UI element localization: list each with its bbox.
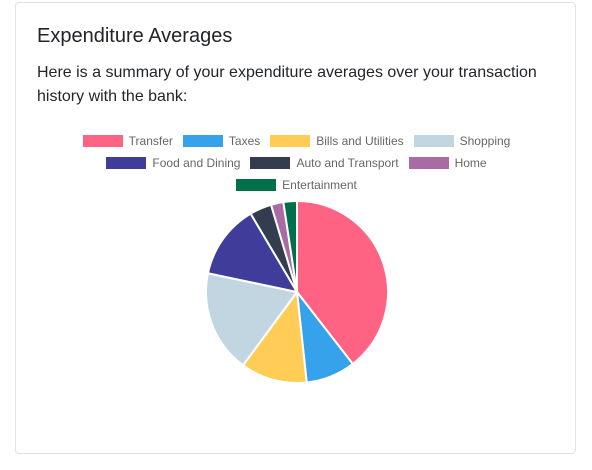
legend-swatch xyxy=(270,135,311,147)
legend-swatch xyxy=(106,157,147,169)
legend-item-home[interactable]: Home xyxy=(408,156,487,170)
legend-swatch xyxy=(182,135,223,147)
legend-item-taxes[interactable]: Taxes xyxy=(182,134,261,148)
legend-label: Auto and Transport xyxy=(296,156,399,170)
legend-label: Entertainment xyxy=(282,178,357,192)
pie-slice-transfer[interactable] xyxy=(296,199,389,366)
chart-legend: Transfer Taxes Bills and Utilities Shopp… xyxy=(16,130,577,196)
legend-row: Transfer Taxes Bills and Utilities Shopp… xyxy=(16,130,577,152)
legend-label: Bills and Utilities xyxy=(316,134,404,148)
legend-label: Home xyxy=(454,156,487,170)
legend-swatch xyxy=(408,157,449,169)
legend-label: Transfer xyxy=(128,134,173,148)
legend-swatch xyxy=(82,135,123,147)
legend-item-shopping[interactable]: Shopping xyxy=(413,134,511,148)
pie-slice-entertainment[interactable] xyxy=(282,199,298,293)
card-title: Expenditure Averages xyxy=(37,25,233,47)
legend-row: Food and Dining Auto and Transport Home xyxy=(16,152,577,174)
pie-slice-shopping[interactable] xyxy=(205,272,299,367)
legend-row: Entertainment xyxy=(16,174,577,196)
legend-swatch xyxy=(250,157,291,169)
legend-swatch xyxy=(413,135,454,147)
expenditure-card: Expenditure Averages Here is a summary o… xyxy=(15,2,576,454)
legend-label: Food and Dining xyxy=(152,156,241,170)
legend-swatch xyxy=(236,179,277,191)
legend-item-transfer[interactable]: Transfer xyxy=(82,134,173,148)
legend-item-auto-and-transport[interactable]: Auto and Transport xyxy=(250,156,399,170)
legend-item-food-and-dining[interactable]: Food and Dining xyxy=(106,156,240,170)
legend-label: Taxes xyxy=(228,134,261,148)
pie-slice-bills-and-utilities[interactable] xyxy=(241,289,308,384)
legend-item-entertainment[interactable]: Entertainment xyxy=(236,178,357,192)
legend-label: Shopping xyxy=(459,134,511,148)
legend-item-bills-and-utilities[interactable]: Bills and Utilities xyxy=(270,134,404,148)
pie-slice-food-and-dining[interactable] xyxy=(206,212,300,294)
card-description: Here is a summary of your expenditure av… xyxy=(37,64,537,105)
pie-chart xyxy=(205,199,389,384)
